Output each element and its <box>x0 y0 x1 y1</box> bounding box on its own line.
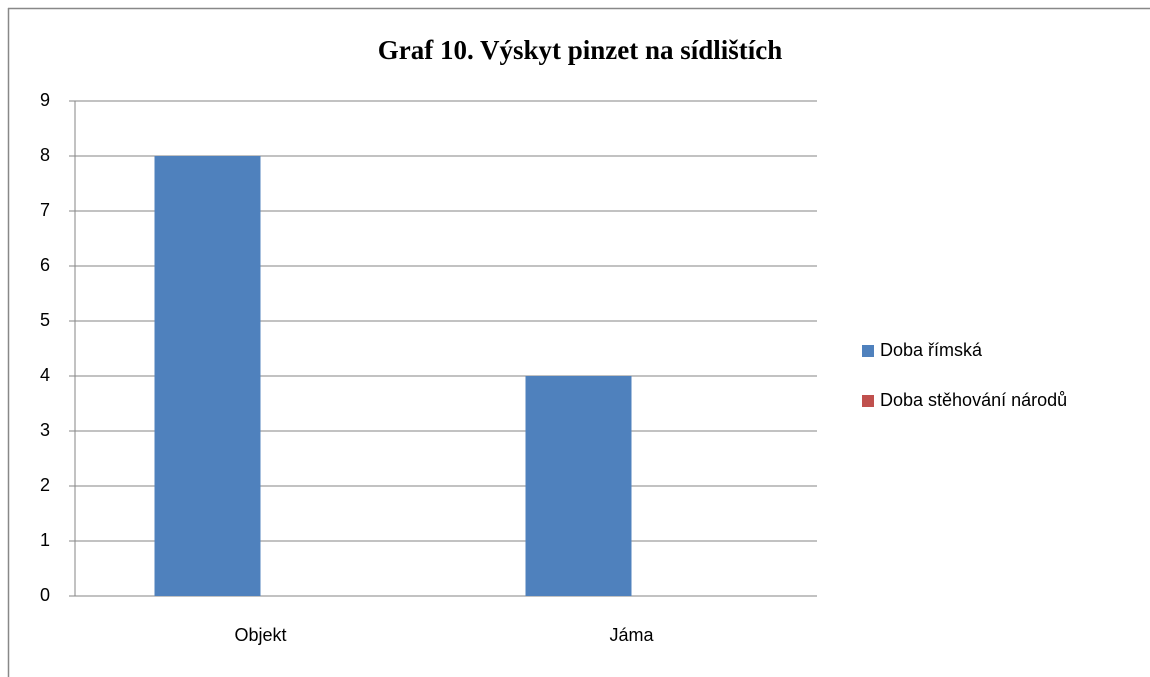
x-tick-label: Objekt <box>234 625 286 645</box>
y-tick-label: 4 <box>40 365 50 385</box>
y-tick-label: 9 <box>40 90 50 110</box>
x-tick-label: Jáma <box>609 625 654 645</box>
bar <box>154 156 261 596</box>
y-tick-label: 8 <box>40 145 50 165</box>
chart-title: Graf 10. Výskyt pinzet na sídlištích <box>378 35 783 65</box>
y-tick-label: 6 <box>40 255 50 275</box>
legend-label: Doba římská <box>880 340 983 360</box>
y-tick-label: 1 <box>40 530 50 550</box>
y-tick-label: 3 <box>40 420 50 440</box>
legend-label: Doba stěhování národů <box>880 390 1067 410</box>
legend-swatch <box>862 395 874 407</box>
y-tick-label: 5 <box>40 310 50 330</box>
y-tick-label: 2 <box>40 475 50 495</box>
legend-swatch <box>862 345 874 357</box>
bar <box>525 376 632 596</box>
y-tick-label: 7 <box>40 200 50 220</box>
y-tick-label: 0 <box>40 585 50 605</box>
